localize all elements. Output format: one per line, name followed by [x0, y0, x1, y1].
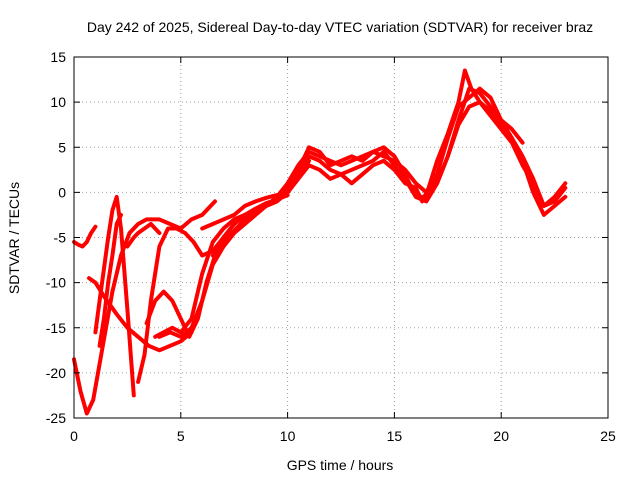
data-series-group [72, 68, 568, 416]
x-tick-label: 20 [493, 428, 509, 444]
x-axis-label: GPS time / hours [287, 457, 394, 473]
series-track-13 [217, 100, 568, 253]
y-tick-label: 0 [58, 184, 66, 200]
y-axis-ticks: -25 -20 -15 -10 -5 0 5 10 15 [46, 49, 608, 426]
series-track-8 [144, 193, 290, 339]
y-tick-label: -20 [46, 365, 66, 381]
y-tick-label: 15 [50, 49, 66, 65]
series-track-12 [210, 86, 568, 258]
chart-title: Day 242 of 2025, Sidereal Day-to-day VTE… [87, 19, 593, 35]
series-track-2 [72, 199, 217, 416]
y-axis-label: SDTVAR / TECUs [6, 182, 22, 294]
y-tick-label: -25 [46, 410, 66, 426]
series-track-10 [157, 86, 525, 339]
y-tick-label: -15 [46, 320, 66, 336]
gridlines [74, 57, 608, 418]
y-tick-label: 10 [50, 94, 66, 110]
series-track-6 [125, 222, 162, 249]
y-tick-label: -5 [54, 230, 67, 246]
x-tick-label: 25 [600, 428, 616, 444]
x-tick-label: 0 [70, 428, 78, 444]
x-tick-label: 15 [387, 428, 403, 444]
y-tick-label: -10 [46, 275, 66, 291]
y-tick-label: 5 [58, 139, 66, 155]
series-track-4 [93, 194, 136, 398]
series-track-5 [97, 212, 123, 348]
x-tick-label: 5 [177, 428, 185, 444]
series-track-11 [200, 68, 568, 231]
x-axis-ticks: 0 5 10 15 20 25 [70, 57, 616, 444]
series-track-1 [72, 224, 98, 249]
x-tick-label: 10 [280, 428, 296, 444]
